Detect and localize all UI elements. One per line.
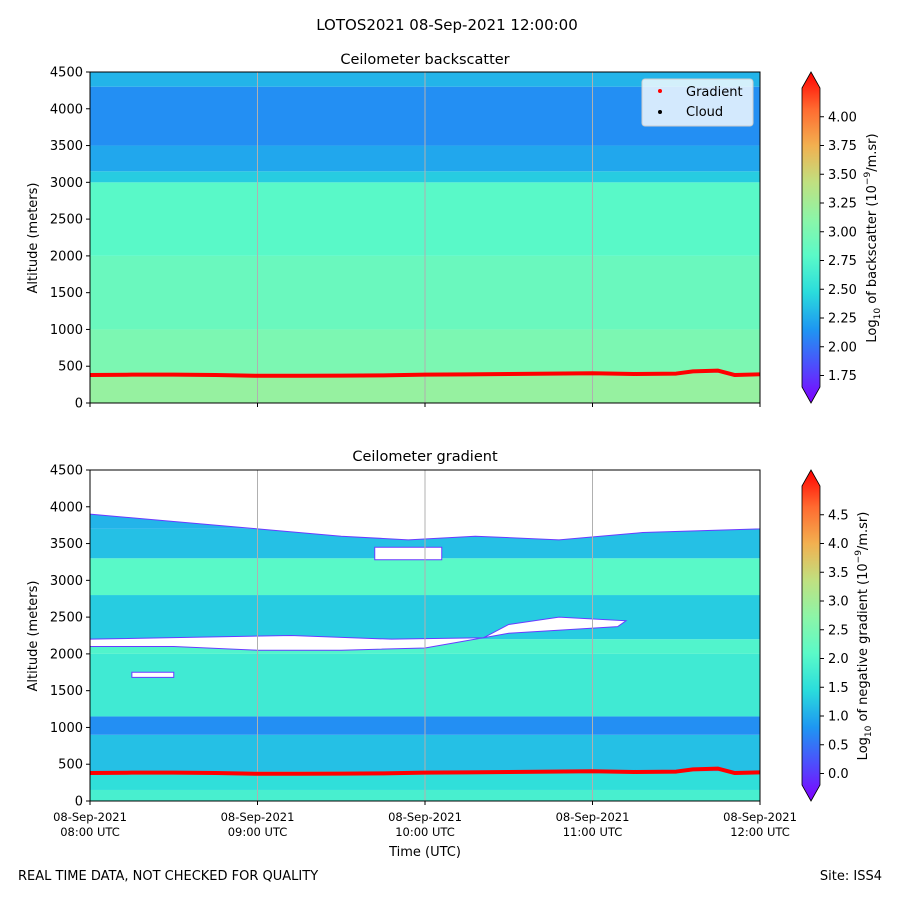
colorbar-tick-label: 1.0 bbox=[828, 710, 849, 725]
y-tick-label: 3000 bbox=[50, 574, 83, 589]
y-tick-label: 2000 bbox=[50, 249, 83, 264]
x-tick-date-label: 08-Sep-2021 bbox=[723, 810, 797, 824]
colorbar-tick-label: 3.50 bbox=[828, 168, 857, 183]
colorbar-tick-label: 1.5 bbox=[828, 681, 849, 696]
site-label: Site: ISS4 bbox=[819, 869, 882, 884]
backscatter-panel: Ceilometer backscatter 0 500 1000 1500 2000 2… bbox=[26, 52, 883, 412]
backscatter-gradient-line bbox=[89, 368, 761, 378]
gradient-colorbar: 0.0 0.5 1.0 1.5 2.0 2.5 3.0 3.5 4.0 4.5 Log10 of … bbox=[801, 469, 874, 802]
y-tick-label: 1500 bbox=[50, 286, 83, 301]
backscatter-title: Ceilometer backscatter bbox=[340, 52, 509, 68]
y-tick-label: 1000 bbox=[50, 323, 83, 338]
gradient-y-ticks: 0 500 1000 1500 2000 2500 3000 3500 4000 4500 bbox=[50, 464, 90, 810]
y-tick-label: 4500 bbox=[50, 464, 83, 479]
colorbar-tick-label: 2.00 bbox=[828, 340, 857, 355]
colorbar-tick-label: 1.75 bbox=[828, 369, 857, 384]
backscatter-colorbar-ticks: 1.75 2.00 2.25 2.50 2.75 3.00 3.25 3.50 3.75 4.00 bbox=[820, 110, 857, 384]
colorbar-tick-label: 3.0 bbox=[828, 595, 849, 610]
y-tick-label: 0 bbox=[75, 795, 83, 810]
gradient-title: Ceilometer gradient bbox=[352, 449, 498, 465]
backscatter-x-ticks bbox=[89, 403, 761, 407]
gradient-gridlines bbox=[257, 470, 593, 801]
figure-title: LOTOS2021 08-Sep-2021 12:00:00 bbox=[316, 16, 578, 34]
colorbar-tick-label: 2.75 bbox=[828, 254, 857, 269]
y-tick-label: 2000 bbox=[50, 647, 83, 662]
legend-gradient-label: Gradient bbox=[686, 85, 743, 100]
gradient-colorbar-label: Log10 of negative gradient (10−9/m.sr) bbox=[854, 512, 874, 761]
y-tick-label: 0 bbox=[75, 397, 83, 412]
y-tick-label: 4000 bbox=[50, 500, 83, 515]
colorbar-tick-label: 3.75 bbox=[828, 139, 857, 154]
x-tick-time-label: 12:00 UTC bbox=[730, 825, 790, 839]
colorbar-tick-label: 4.00 bbox=[828, 110, 857, 125]
x-tick-date-label: 08-Sep-2021 bbox=[53, 810, 127, 824]
gradient-height-line bbox=[89, 766, 761, 776]
colorbar-tick-label: 0.0 bbox=[828, 767, 849, 782]
y-tick-label: 1000 bbox=[50, 721, 83, 736]
colorbar-tick-label: 2.5 bbox=[828, 623, 849, 638]
y-tick-label: 500 bbox=[58, 360, 83, 375]
y-tick-label: 2500 bbox=[50, 213, 83, 228]
colorbar-tick-label: 2.50 bbox=[828, 283, 857, 298]
colorbar-tick-label: 3.00 bbox=[828, 225, 857, 240]
backscatter-gridlines bbox=[257, 72, 593, 403]
legend-gradient-marker bbox=[658, 89, 662, 93]
y-tick-label: 4500 bbox=[50, 66, 83, 81]
missing-data-region bbox=[131, 671, 175, 678]
y-tick-label: 4000 bbox=[50, 102, 83, 117]
x-tick-date-label: 08-Sep-2021 bbox=[556, 810, 630, 824]
colorbar-tick-label: 2.0 bbox=[828, 652, 849, 667]
x-tick-date-label: 08-Sep-2021 bbox=[221, 810, 295, 824]
x-tick-date-label: 08-Sep-2021 bbox=[388, 810, 462, 824]
y-tick-label: 3000 bbox=[50, 176, 83, 191]
backscatter-y-ticks: 0 500 1000 1500 2000 2500 3000 3500 4000 4500 bbox=[50, 66, 90, 412]
colorbar-tick-label: 3.25 bbox=[828, 197, 857, 212]
colorbar-tick-label: 0.5 bbox=[828, 738, 849, 753]
y-tick-label: 3500 bbox=[50, 537, 83, 552]
backscatter-colorbar-label: Log10 of backscatter (10−9/m.sr) bbox=[863, 133, 883, 342]
colorbar-tick-label: 4.0 bbox=[828, 537, 849, 552]
backscatter-colorbar: 1.75 2.00 2.25 2.50 2.75 3.00 3.25 3.50 3.75 4.00… bbox=[801, 71, 883, 404]
colorbar-tick-label: 2.25 bbox=[828, 312, 857, 327]
backscatter-colorbar-bar bbox=[801, 71, 821, 404]
legend-cloud-label: Cloud bbox=[686, 105, 723, 120]
gradient-colorbar-bar bbox=[801, 469, 821, 802]
gradient-y-label: Altitude (meters) bbox=[26, 581, 41, 692]
missing-data-region bbox=[89, 616, 628, 651]
gradient-colorbar-ticks: 0.0 0.5 1.0 1.5 2.0 2.5 3.0 3.5 4.0 4.5 bbox=[820, 508, 849, 782]
y-tick-label: 500 bbox=[58, 758, 83, 773]
backscatter-legend: Gradient Cloud bbox=[641, 78, 754, 127]
y-tick-label: 3500 bbox=[50, 139, 83, 154]
gradient-x-label: Time (UTC) bbox=[388, 845, 461, 860]
backscatter-y-label: Altitude (meters) bbox=[26, 183, 41, 294]
gradient-height-line bbox=[89, 368, 761, 378]
gradient-plot-area bbox=[89, 469, 761, 802]
colorbar-tick-label: 3.5 bbox=[828, 566, 849, 581]
x-tick-time-label: 10:00 UTC bbox=[395, 825, 455, 839]
colorbar-tick-label: 4.5 bbox=[828, 508, 849, 523]
legend-cloud-marker bbox=[658, 110, 662, 114]
x-tick-time-label: 08:00 UTC bbox=[60, 825, 120, 839]
missing-data-region bbox=[374, 546, 443, 561]
gradient-gradient-line bbox=[89, 766, 761, 776]
y-tick-label: 1500 bbox=[50, 684, 83, 699]
y-tick-label: 2500 bbox=[50, 611, 83, 626]
gradient-panel: Ceilometer gradient 0 500 1000 1500 2000 2500… bbox=[26, 449, 874, 860]
x-tick-time-label: 09:00 UTC bbox=[228, 825, 288, 839]
legend-frame bbox=[641, 78, 754, 127]
x-tick-time-label: 11:00 UTC bbox=[563, 825, 623, 839]
quality-disclaimer: REAL TIME DATA, NOT CHECKED FOR QUALITY bbox=[18, 869, 319, 884]
